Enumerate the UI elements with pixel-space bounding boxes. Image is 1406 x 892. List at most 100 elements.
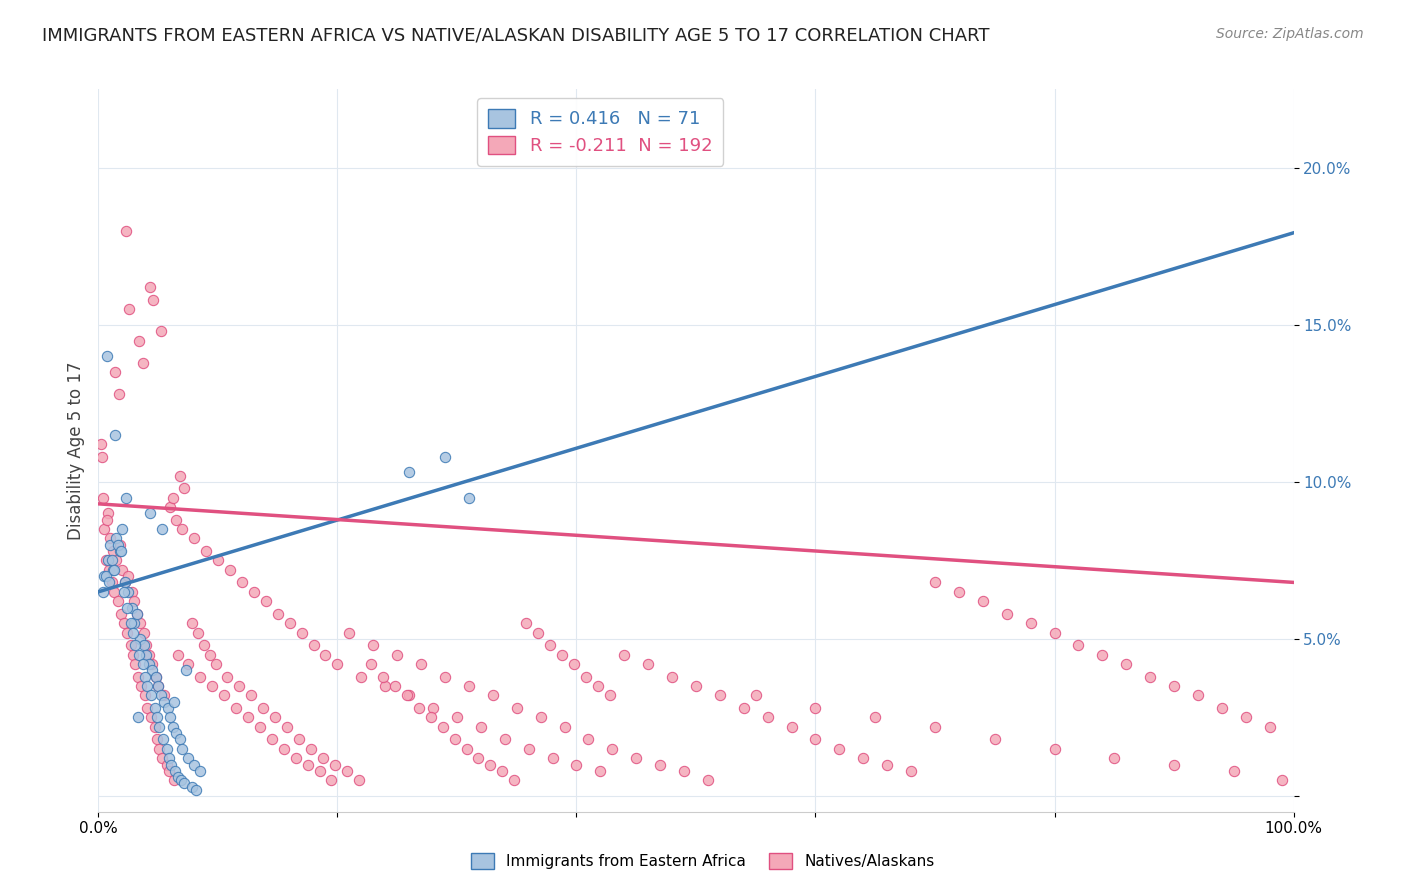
Point [98, 538, 122, 552]
Point [219, 563, 242, 577]
Point [108, 538, 131, 552]
Point [111, 522, 134, 536]
Point [589, 764, 612, 778]
Point [98, 532, 122, 546]
Point [249, 720, 271, 734]
Point [673, 764, 696, 778]
Point [374, 679, 396, 693]
Point [193, 638, 215, 652]
Point [134, 689, 156, 703]
Point [312, 751, 335, 765]
Point [148, 720, 170, 734]
Point [93, 569, 115, 583]
Point [363, 638, 385, 652]
Point [419, 710, 441, 724]
Point [302, 638, 325, 652]
Point [100, 575, 122, 590]
Point [648, 757, 672, 772]
Point [162, 720, 184, 734]
Point [575, 670, 598, 684]
Point [139, 280, 162, 294]
Point [174, 664, 197, 678]
Point [491, 764, 513, 778]
Point [828, 742, 851, 756]
Point [1271, 773, 1294, 788]
Point [172, 522, 194, 536]
Point [315, 648, 337, 662]
Point [204, 657, 226, 671]
Point [326, 657, 349, 671]
Point [1091, 648, 1114, 662]
Point [117, 569, 139, 583]
Point [503, 773, 526, 788]
Point [110, 544, 132, 558]
Point [146, 710, 169, 724]
Point [385, 648, 409, 662]
Point [467, 751, 489, 765]
Point [159, 500, 181, 514]
Point [141, 664, 163, 678]
Point [108, 544, 131, 558]
Point [124, 594, 146, 608]
Point [132, 638, 155, 652]
Point [408, 701, 430, 715]
Point [157, 751, 180, 765]
Point [780, 720, 803, 734]
Point [105, 553, 128, 567]
Point [276, 720, 298, 734]
Point [347, 773, 370, 788]
Point [434, 670, 457, 684]
Point [995, 607, 1018, 621]
Point [173, 776, 195, 790]
Point [165, 512, 187, 526]
Point [517, 742, 540, 756]
Point [586, 679, 609, 693]
Point [122, 625, 145, 640]
Legend: Immigrants from Eastern Africa, Natives/Alaskans: Immigrants from Eastern Africa, Natives/… [465, 847, 941, 875]
Point [148, 742, 170, 756]
Point [125, 607, 148, 621]
Point [125, 607, 148, 621]
Point [124, 657, 146, 671]
Point [551, 648, 574, 662]
Point [129, 616, 152, 631]
Point [103, 563, 125, 577]
Point [98, 575, 121, 590]
Point [112, 616, 135, 631]
Point [145, 670, 167, 684]
Point [180, 780, 202, 794]
Point [139, 506, 162, 520]
Point [458, 491, 481, 505]
Point [384, 679, 406, 693]
Point [139, 689, 162, 703]
Point [924, 720, 946, 734]
Point [93, 522, 115, 536]
Point [527, 625, 550, 640]
Point [187, 625, 209, 640]
Point [91, 491, 114, 505]
Point [96, 349, 118, 363]
Point [661, 670, 683, 684]
Point [138, 648, 160, 662]
Point [177, 657, 200, 671]
Point [124, 616, 146, 631]
Point [155, 742, 177, 756]
Point [118, 302, 141, 317]
Point [131, 679, 153, 693]
Point [163, 773, 186, 788]
Point [105, 532, 128, 546]
Point [94, 569, 117, 583]
Point [323, 757, 346, 772]
Point [101, 563, 124, 577]
Point [150, 522, 173, 536]
Point [1223, 764, 1246, 778]
Point [254, 594, 277, 608]
Point [122, 648, 145, 662]
Point [128, 334, 150, 348]
Point [530, 710, 553, 724]
Point [91, 450, 114, 464]
Point [1067, 638, 1090, 652]
Point [852, 751, 875, 765]
Point [132, 625, 155, 640]
Point [129, 632, 152, 646]
